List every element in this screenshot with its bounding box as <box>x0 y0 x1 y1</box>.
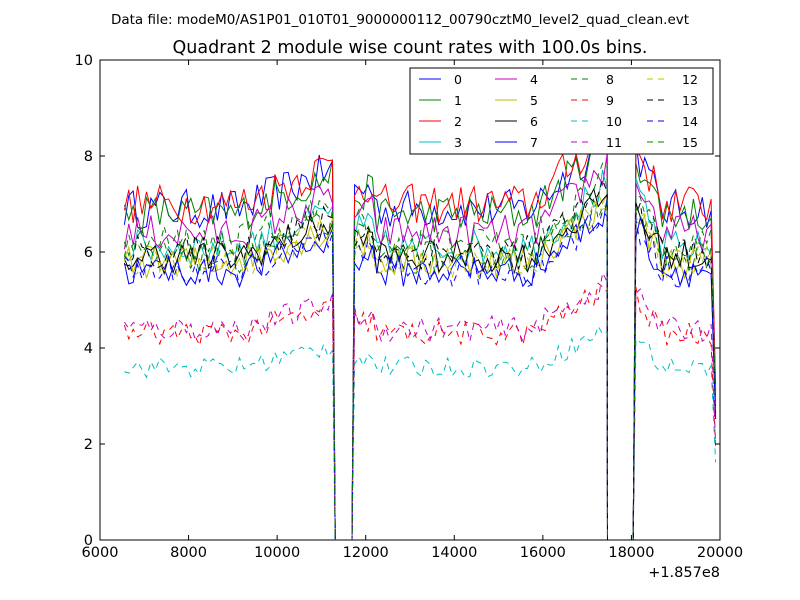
legend-label: 0 <box>454 72 462 87</box>
series-line-12 <box>123 199 717 540</box>
x-tick-label: 10000 <box>254 545 300 561</box>
legend-label: 9 <box>606 93 614 108</box>
chart-title: Quadrant 2 module wise count rates with … <box>173 38 648 58</box>
legend-label: 10 <box>606 114 622 129</box>
series-line-15 <box>123 162 717 540</box>
series-line-4 <box>123 154 717 540</box>
x-tick-label: 16000 <box>520 545 566 561</box>
legend-label: 15 <box>682 135 698 150</box>
y-tick-label: 4 <box>84 341 93 357</box>
y-tick-label: 6 <box>84 245 93 261</box>
axis-ticks: 6000 8000 10000 12000 14000 16000 18000 20000 0 2… <box>75 53 744 561</box>
x-tick-label: 18000 <box>608 545 654 561</box>
legend-box <box>409 67 714 155</box>
y-tick-label: 0 <box>84 533 93 549</box>
legend-label: 2 <box>454 114 462 129</box>
legend-label: 3 <box>454 135 462 150</box>
plot-frame <box>99 59 721 541</box>
series-line-10 <box>124 325 717 540</box>
legend-label: 5 <box>530 93 538 108</box>
legend-label: 11 <box>606 135 622 150</box>
x-tick-label: 6000 <box>82 545 119 561</box>
legend-label: 1 <box>454 93 462 108</box>
series-line-11 <box>123 271 717 540</box>
series-line-8 <box>123 197 717 540</box>
series-line-1 <box>123 130 717 540</box>
legend-label: 4 <box>530 72 538 87</box>
series-line-0 <box>123 131 717 540</box>
suptitle: Data file: modeM0/AS1P01_010T01_90000001… <box>111 12 689 28</box>
series-group <box>123 125 717 540</box>
x-tick-label: 12000 <box>343 545 389 561</box>
series-line-14 <box>124 209 717 540</box>
series-line-13 <box>124 178 717 540</box>
x-tick-label: 20000 <box>697 545 743 561</box>
series-line-5 <box>123 191 717 540</box>
y-tick-label: 8 <box>84 149 93 165</box>
x-tick-label: 8000 <box>170 545 207 561</box>
legend-label: 7 <box>530 135 538 150</box>
series-line-3 <box>123 169 717 540</box>
y-tick-label: 2 <box>84 437 93 453</box>
legend-label: 12 <box>682 72 698 87</box>
y-tick-label: 10 <box>75 53 93 69</box>
legend-label: 6 <box>530 114 538 129</box>
x-offset-label: +1.857e8 <box>648 565 720 581</box>
series-line-7 <box>123 197 717 540</box>
series-line-2 <box>123 125 717 540</box>
x-tick-label: 14000 <box>431 545 477 561</box>
legend-label: 13 <box>682 93 698 108</box>
legend-label: 14 <box>682 114 698 129</box>
legend-label: 8 <box>606 72 614 87</box>
